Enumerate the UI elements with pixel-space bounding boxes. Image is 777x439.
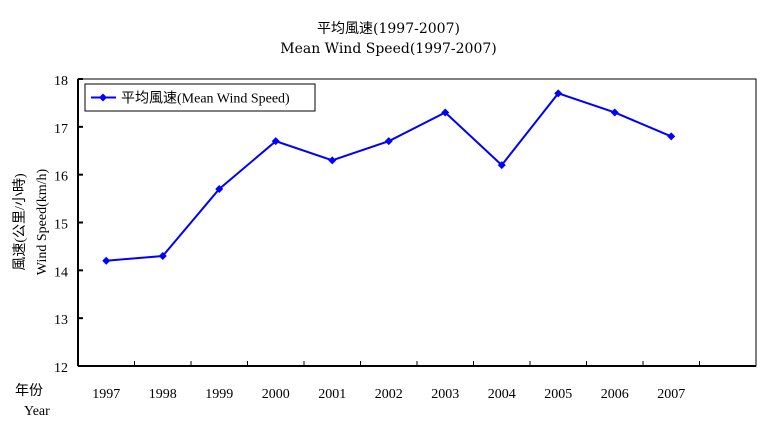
data-point-marker — [384, 137, 393, 146]
legend-marker-icon — [99, 93, 107, 102]
chart-subtitle: Mean Wind Speed(1997-2007) — [280, 41, 497, 57]
x-tick-label: 2005 — [544, 387, 572, 402]
data-point-marker — [328, 156, 337, 165]
x-tick-label: 1998 — [149, 387, 177, 402]
x-tick-label: 2003 — [431, 387, 459, 402]
y-tick-label: 14 — [54, 265, 68, 280]
data-point-marker — [271, 137, 280, 146]
x-tick-label: 2006 — [601, 387, 629, 402]
legend-label: 平均風速(Mean Wind Speed) — [121, 91, 290, 107]
y-tick-label: 15 — [54, 218, 68, 233]
y-axis-label-en: Wind Speed(km/h) — [35, 168, 50, 275]
chart-title: 平均風速(1997-2007) — [317, 21, 460, 37]
x-tick-label: 2002 — [375, 387, 403, 402]
x-axis-label-en: Year — [24, 404, 50, 419]
x-tick-label: 2001 — [318, 387, 346, 402]
data-point-marker — [610, 108, 619, 117]
x-axis-label-zh: 年份 — [15, 383, 43, 399]
data-point-marker — [441, 108, 450, 117]
data-point-marker — [158, 251, 167, 260]
x-tick-label: 1997 — [92, 387, 120, 402]
y-tick-label: 12 — [54, 361, 68, 376]
y-axis-label-zh: 風速(公里/小時) — [12, 173, 28, 271]
data-point-marker — [667, 132, 676, 141]
x-tick-label: 2004 — [488, 387, 516, 402]
y-tick-label: 16 — [54, 170, 68, 185]
y-tick-label: 13 — [54, 313, 68, 328]
data-point-marker — [215, 185, 224, 194]
y-tick-label: 18 — [54, 74, 68, 89]
plot-area — [77, 78, 757, 367]
data-point-marker — [102, 256, 111, 265]
data-point-marker — [497, 161, 506, 170]
x-tick-label: 2007 — [657, 387, 685, 402]
x-tick-label: 2000 — [262, 387, 290, 402]
series-line — [106, 92, 672, 262]
y-tick-label: 17 — [54, 122, 68, 137]
data-point-marker — [554, 89, 563, 98]
x-tick-label: 1999 — [205, 387, 233, 402]
legend-box — [84, 83, 316, 112]
